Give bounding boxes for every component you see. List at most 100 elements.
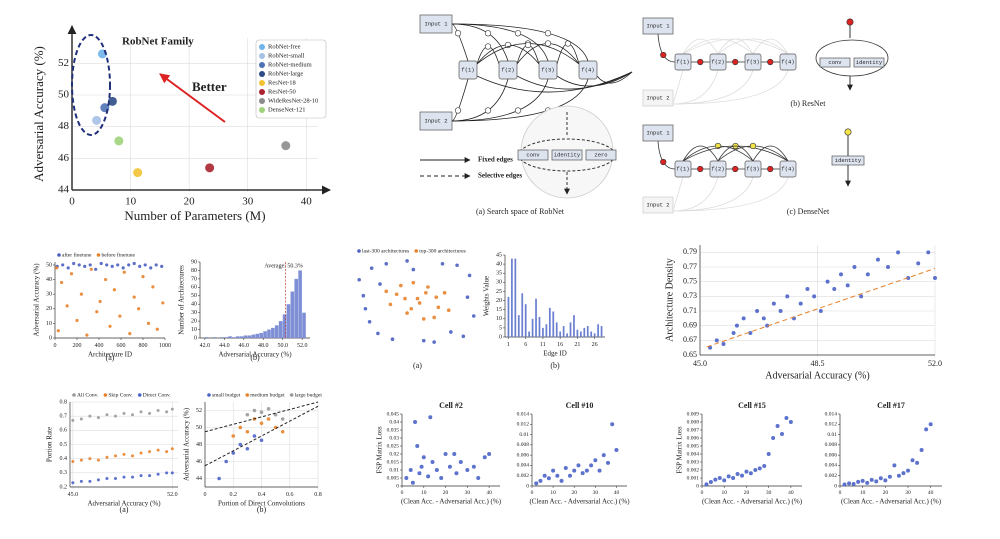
point (384, 289, 389, 294)
bar (517, 315, 520, 337)
point (717, 476, 722, 480)
point (447, 464, 452, 469)
y-tick-label: 0.008 (825, 442, 838, 448)
point (72, 261, 76, 266)
point (847, 481, 852, 486)
reference-line (204, 405, 319, 467)
edge (657, 33, 676, 63)
point (224, 459, 228, 464)
y-tick-label: 45 (496, 252, 502, 258)
edge (516, 71, 633, 90)
bar (586, 326, 589, 337)
point (842, 482, 847, 487)
point (856, 479, 861, 484)
x-tick-label: 6 (524, 342, 527, 348)
y-axis-label: Adversarial Accuracy (%) (33, 263, 41, 337)
histogram-bar (271, 327, 275, 338)
legend-label: last-300 architectures (362, 248, 409, 254)
point (132, 295, 136, 299)
y-tick-label: 80 (191, 268, 197, 274)
x-tick-label: 40 (301, 195, 313, 207)
point (252, 434, 257, 438)
x-axis-label: Architecture ID (88, 351, 132, 359)
y-tick-label: 0.004 (687, 451, 700, 457)
x-axis-label: (Clean Acc. - Adversarial Acc.) (%) (702, 498, 803, 506)
point (780, 432, 784, 436)
point (546, 476, 551, 481)
histogram-bar (224, 337, 228, 338)
point (71, 418, 75, 422)
point (170, 407, 174, 411)
chart-title: Cell #2 (439, 401, 463, 410)
point (784, 416, 789, 420)
point (740, 473, 744, 478)
point (714, 338, 719, 343)
x-tick-label: 52.0 (297, 343, 308, 349)
x-tick-label: 11 (540, 342, 546, 348)
bar (548, 307, 551, 337)
bar (531, 318, 534, 337)
y-tick-label: 90 (191, 259, 197, 265)
legend-label: All Conv. (77, 392, 99, 398)
edge-dot (544, 30, 552, 37)
x-tick-label: 20 (443, 490, 449, 496)
point (883, 478, 888, 483)
bar (511, 258, 513, 337)
y-tick-label: 10 (496, 316, 502, 322)
x-tick-label: 20 (571, 490, 577, 496)
point (878, 476, 883, 481)
x-tick-label: 20 (184, 195, 196, 207)
point (860, 478, 865, 483)
point (280, 417, 285, 421)
point (361, 293, 366, 298)
point (71, 460, 75, 463)
legend-label: Skip Conv. (108, 392, 133, 398)
point (785, 294, 790, 299)
caption: (a) (413, 361, 422, 370)
x-axis-label: Edge ID (543, 350, 567, 358)
point (534, 481, 539, 486)
edge (672, 69, 789, 105)
point (559, 478, 564, 483)
point (369, 266, 374, 270)
point (112, 288, 116, 292)
average-label: Average: 50.3% (264, 263, 303, 269)
y-tick-label: 0.73 (683, 291, 697, 300)
point (805, 287, 810, 291)
x-axis-label: Adversarial Accuracy (%) (87, 500, 161, 508)
input-label: Input 2 (424, 117, 447, 124)
point (933, 276, 937, 280)
point (593, 458, 598, 463)
point (85, 333, 89, 337)
legend-label: RobNet-large (268, 70, 303, 77)
bar (528, 331, 530, 337)
point (421, 317, 426, 321)
caption: (a) (120, 505, 129, 514)
point (141, 275, 145, 279)
bar (542, 327, 544, 337)
point (88, 457, 92, 461)
op (585, 149, 617, 161)
x-axis-label: Number of Parameters (M) (124, 208, 265, 223)
x-tick-label: 10 (550, 490, 556, 496)
point (886, 265, 890, 269)
y-tick-label: 0.006 (687, 435, 700, 441)
x-axis-label: (Clean Acc. - Adversarial Acc.) (%) (529, 498, 630, 506)
bar (566, 333, 568, 337)
point (434, 295, 439, 299)
legend-swatch (103, 393, 108, 397)
point (165, 471, 169, 475)
point (75, 318, 79, 323)
point (766, 452, 771, 456)
legend-swatch (259, 89, 265, 95)
point (98, 299, 102, 304)
point (825, 279, 830, 284)
point (542, 473, 547, 478)
y-tick-label: 0.004 (825, 463, 838, 469)
histogram-bar (263, 331, 267, 338)
edge-dot (749, 142, 757, 150)
point (721, 342, 726, 346)
point (405, 311, 409, 315)
point (775, 424, 780, 428)
point (231, 451, 236, 455)
